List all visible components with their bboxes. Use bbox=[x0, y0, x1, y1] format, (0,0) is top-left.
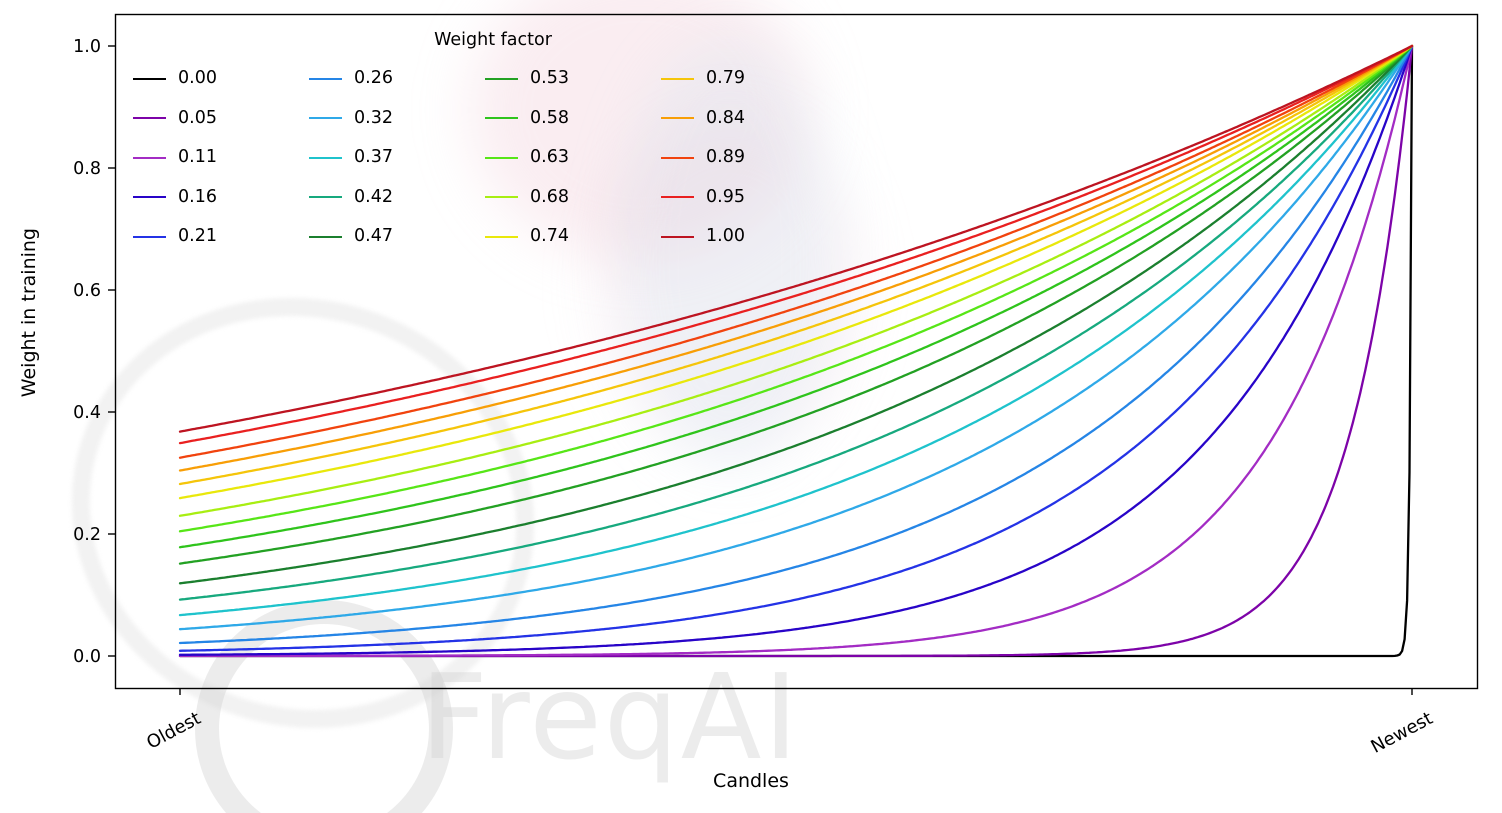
legend-label: 1.00 bbox=[706, 226, 745, 246]
legend-label: 0.05 bbox=[178, 107, 217, 128]
series-line-0.89 bbox=[178, 44, 1414, 459]
legend-swatch bbox=[485, 196, 518, 199]
legend-label: 0.74 bbox=[530, 226, 569, 246]
legend-label: 0.79 bbox=[706, 68, 745, 88]
legend-item: 0.42 bbox=[309, 178, 485, 218]
series-line-0.21 bbox=[178, 44, 1414, 652]
legend-swatch bbox=[661, 196, 694, 199]
legend-item: 0.68 bbox=[485, 178, 661, 218]
legend-item: 1.00 bbox=[661, 217, 837, 257]
legend-item: 0.05 bbox=[133, 99, 309, 139]
legend-swatch bbox=[485, 156, 518, 159]
legend-label: 0.11 bbox=[178, 147, 217, 167]
legend-label: 0.63 bbox=[530, 147, 569, 167]
legend-swatch bbox=[661, 235, 694, 238]
series-line-0.74 bbox=[178, 44, 1414, 500]
legend-label: 0.84 bbox=[706, 107, 745, 128]
legend-label: 0.37 bbox=[354, 147, 393, 167]
legend-label: 0.32 bbox=[354, 107, 393, 128]
legend-swatch bbox=[133, 196, 166, 199]
series-line-0.84 bbox=[178, 44, 1414, 472]
legend-item: 0.21 bbox=[133, 217, 309, 257]
legend-label: 0.21 bbox=[178, 226, 217, 246]
y-tick-label: 0.2 bbox=[73, 525, 101, 545]
series-line-0.63 bbox=[178, 44, 1414, 533]
legend-item: 0.53 bbox=[485, 59, 661, 99]
legend-swatch bbox=[485, 235, 518, 238]
y-tick-label: 1.0 bbox=[73, 37, 101, 57]
legend-item: 0.84 bbox=[661, 99, 837, 139]
series-line-0.58 bbox=[178, 44, 1414, 549]
legend-label: 0.95 bbox=[706, 186, 745, 207]
legend-item: 0.89 bbox=[661, 138, 837, 178]
legend-swatch bbox=[309, 77, 342, 80]
y-tick-label: 0.0 bbox=[73, 647, 101, 667]
legend-item: 0.00 bbox=[133, 59, 309, 99]
x-axis-label: Candles bbox=[713, 770, 789, 792]
y-tick-label: 0.8 bbox=[73, 159, 101, 179]
legend-label: 0.53 bbox=[530, 68, 569, 88]
legend-swatch bbox=[133, 156, 166, 159]
legend-item: 0.74 bbox=[485, 217, 661, 257]
legend-swatch bbox=[309, 235, 342, 238]
legend-item: 0.37 bbox=[309, 138, 485, 178]
series-line-1.00 bbox=[178, 44, 1414, 433]
legend-swatch bbox=[661, 117, 694, 120]
legend-swatch bbox=[133, 235, 166, 238]
legend-swatch bbox=[485, 77, 518, 80]
legend-swatch bbox=[309, 196, 342, 199]
series-line-0.53 bbox=[178, 44, 1414, 565]
series-line-0.79 bbox=[178, 44, 1414, 486]
legend-swatch bbox=[309, 117, 342, 120]
legend-label: 0.89 bbox=[706, 147, 745, 167]
y-tick-label: 0.6 bbox=[73, 281, 101, 301]
y-tick-label: 0.4 bbox=[73, 403, 101, 423]
legend-label: 0.58 bbox=[530, 107, 569, 128]
legend-item: 0.26 bbox=[309, 59, 485, 99]
legend-swatch bbox=[661, 77, 694, 80]
series-line-0.37 bbox=[178, 44, 1414, 617]
legend-item: 0.47 bbox=[309, 217, 485, 257]
x-tick-label: Oldest bbox=[143, 708, 204, 754]
legend-item: 0.32 bbox=[309, 99, 485, 139]
series-line-0.95 bbox=[178, 44, 1414, 445]
series-line-0.47 bbox=[178, 44, 1414, 585]
x-tick-label: Newest bbox=[1368, 708, 1437, 758]
series-line-0.32 bbox=[178, 44, 1414, 631]
legend-item: 0.16 bbox=[133, 178, 309, 218]
legend-title: Weight factor bbox=[434, 30, 552, 50]
series-line-0.16 bbox=[178, 44, 1414, 656]
y-axis-label: Weight in training bbox=[18, 228, 40, 398]
legend-item: 0.79 bbox=[661, 59, 837, 99]
legend-item: 0.63 bbox=[485, 138, 661, 178]
legend-swatch bbox=[661, 156, 694, 159]
series-line-0.26 bbox=[178, 44, 1414, 645]
legend-label: 0.00 bbox=[178, 68, 217, 88]
legend-label: 0.16 bbox=[178, 186, 217, 207]
legend-swatch bbox=[133, 77, 166, 80]
axes-frame bbox=[114, 13, 1479, 690]
legend-swatch bbox=[485, 117, 518, 120]
series-line-0.42 bbox=[178, 44, 1414, 601]
series-line-0.11 bbox=[178, 44, 1414, 658]
legend-label: 0.47 bbox=[354, 226, 393, 246]
legend-label: 0.42 bbox=[354, 186, 393, 207]
legend-label: 0.68 bbox=[530, 186, 569, 207]
legend: Weight factor 0.00 0.05 0.11 0.16 0.21 0.26 0.… bbox=[133, 28, 853, 257]
legend-item: 0.11 bbox=[133, 138, 309, 178]
legend-item: 0.58 bbox=[485, 99, 661, 139]
legend-swatch bbox=[133, 117, 166, 120]
legend-item: 0.95 bbox=[661, 178, 837, 218]
series-line-0.68 bbox=[178, 44, 1414, 517]
legend-label: 0.26 bbox=[354, 68, 393, 88]
legend-swatch bbox=[309, 156, 342, 159]
legend-grid: 0.00 0.05 0.11 0.16 0.21 0.26 0.32 0.37 0.42 0.47… bbox=[133, 59, 853, 257]
